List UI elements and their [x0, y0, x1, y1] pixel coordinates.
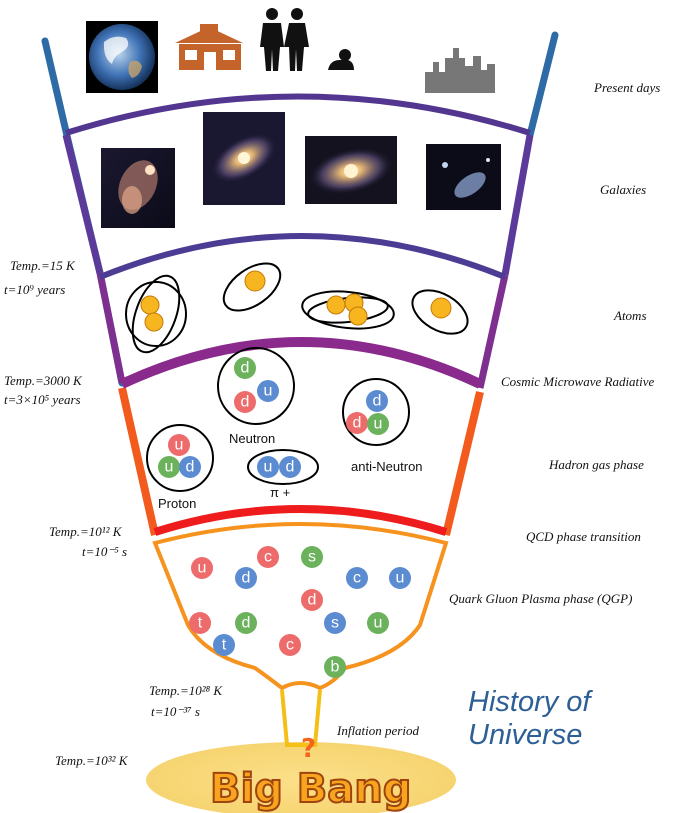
atom-2: [222, 262, 282, 312]
anti-neutron: d d u: [342, 378, 410, 446]
era-qgp: Quark Gluon Plasma phase (QGP): [449, 591, 632, 606]
era-hadron-gas: Hadron gas phase: [548, 457, 644, 472]
big-bang-glow: [146, 742, 456, 813]
proton: u u d: [146, 424, 214, 492]
condition-time-4: t=10⁻³⁷ s: [151, 704, 200, 719]
era-present-days: Present days: [593, 80, 660, 95]
quark: b: [331, 659, 340, 676]
quark: d: [241, 360, 250, 377]
neutron: d u d: [217, 347, 295, 425]
anti-neutron-label: anti-Neutron: [351, 459, 423, 474]
quark: d: [241, 394, 250, 411]
quark: c: [286, 637, 294, 654]
funnel-walls: [41, 31, 559, 536]
qgp-quarks: u c s d c u d t d s u t c b: [189, 546, 411, 678]
galaxy-image-4: [426, 144, 501, 210]
city-skyline-icon: [425, 48, 495, 93]
arc-galaxies: [98, 233, 507, 280]
big-bang-label: Big Bang: [210, 766, 411, 812]
quark: d: [242, 570, 251, 587]
pion: u d: [247, 449, 319, 485]
atom-3: [301, 290, 395, 330]
quark: u: [264, 383, 273, 400]
neutron-label: Neutron: [229, 431, 275, 446]
house-icon: [175, 24, 243, 70]
baby-icon: [328, 49, 354, 70]
condition-temp-3: Temp.=10¹² K: [49, 524, 123, 539]
quark: u: [374, 615, 383, 632]
era-cmb: Cosmic Microwave Radiative: [501, 374, 655, 389]
quark: d: [373, 393, 382, 410]
condition-temp-1: Temp.=15 K: [10, 258, 76, 273]
quark: d: [353, 415, 362, 432]
quark: c: [264, 549, 272, 566]
quark: t: [198, 615, 203, 632]
atom-4: [411, 289, 469, 335]
galaxy-image-1: [101, 148, 175, 228]
condition-temp-5: Temp.=10³² K: [55, 753, 129, 768]
quark: d: [186, 459, 195, 476]
quark: s: [331, 615, 339, 632]
quark: t: [222, 637, 227, 654]
quark: u: [374, 416, 383, 433]
title-line-1: History of: [468, 686, 593, 718]
era-qcd-transition: QCD phase transition: [526, 529, 641, 544]
quark: u: [264, 459, 273, 476]
inflation-neck: [280, 689, 322, 747]
quark: c: [353, 570, 361, 587]
quark: u: [198, 560, 207, 577]
earth-image: [86, 21, 158, 93]
quark: u: [175, 437, 184, 454]
proton-label: Proton: [158, 496, 196, 511]
qgp-bowl: [152, 522, 449, 691]
galaxy-image-3: [305, 136, 397, 204]
quark: d: [286, 459, 295, 476]
arc-qcd: [153, 505, 448, 536]
condition-temp-2: Temp.=3000 K: [4, 373, 83, 388]
condition-time-3: t=10⁻⁵ s: [82, 544, 127, 559]
pion-label: π +: [270, 485, 290, 500]
quark: d: [308, 592, 317, 609]
atom-1: [125, 274, 187, 354]
people-icon: [260, 8, 309, 71]
arc-present: [65, 93, 531, 136]
condition-temp-4: Temp.=10²⁸ K: [149, 683, 223, 698]
era-galaxies: Galaxies: [600, 182, 646, 197]
era-atoms: Atoms: [613, 308, 647, 323]
title-line-2: Universe: [468, 719, 582, 751]
quark: u: [165, 459, 174, 476]
quark: s: [308, 549, 316, 566]
condition-time-2: t=3×10⁵ years: [4, 392, 81, 407]
quark: d: [242, 615, 251, 632]
condition-time-1: t=10⁹ years: [4, 282, 65, 297]
era-inflation: Inflation period: [336, 723, 419, 738]
arc-atoms: [119, 337, 483, 389]
question-mark: ?: [301, 734, 316, 764]
galaxy-image-2: [203, 112, 285, 205]
quark: u: [396, 570, 405, 587]
